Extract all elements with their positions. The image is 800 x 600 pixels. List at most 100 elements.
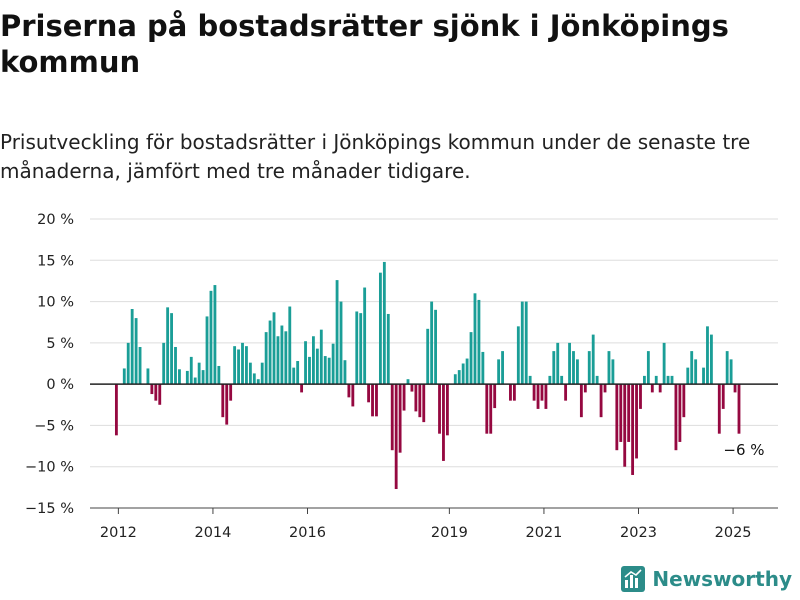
bar [273,312,276,384]
bar [560,376,563,384]
bar [312,336,315,384]
bar [414,384,417,411]
bar [399,384,402,453]
bar [580,384,583,417]
bar [233,346,236,384]
bar [722,384,725,409]
bar [284,331,287,384]
bar [371,384,374,416]
bar [478,300,481,384]
bar [206,316,209,384]
bar [277,336,280,384]
bar [588,351,591,384]
bar [332,344,335,384]
bar [147,368,150,384]
bar [123,368,126,384]
bar [316,349,319,385]
bar [615,384,618,450]
x-tick-label: 2021 [525,525,562,541]
bar [253,373,256,384]
bar [501,351,504,384]
bar [296,361,299,384]
y-tick-label: −15 % [25,501,74,517]
bar [604,384,607,392]
bar [690,351,693,384]
last-value-annotation: −6 % [723,441,764,459]
x-tick-label: 2023 [620,525,657,541]
bar [355,311,358,384]
bar [288,307,291,385]
bar [466,359,469,385]
bar [115,384,118,435]
bar [391,384,394,450]
bar [718,384,721,434]
bar [600,384,603,417]
bar [584,384,587,392]
bar [552,351,555,384]
bar [418,384,421,417]
bar [213,285,216,384]
bar [162,343,165,384]
bar [521,302,524,385]
bar [434,310,437,384]
bar [517,326,520,384]
bar [442,384,445,461]
y-tick-label: 10 % [37,295,74,311]
bar [135,318,138,384]
bar [470,332,473,384]
bar [686,368,689,385]
bar [619,384,622,442]
bar [611,359,614,384]
bar [663,343,666,384]
bar [249,363,252,384]
x-axis-labels: 2012 2014 2016 2019 2021 2023 2025 [100,508,752,541]
bar [576,359,579,384]
bar [178,369,181,384]
bar [139,347,142,384]
bar [454,374,457,384]
bar [533,384,536,401]
bar [422,384,425,422]
bar [730,359,733,384]
bar [127,343,130,384]
bar [367,384,370,402]
bar [328,358,331,384]
bar [241,343,244,384]
bar [647,351,650,384]
bar [336,280,339,384]
bar [245,346,248,384]
bar [379,273,382,384]
bar [304,341,307,384]
bar [363,288,366,385]
bar [158,384,161,405]
bar [462,364,465,385]
bar [623,384,626,467]
bar [592,335,595,385]
bars [115,262,740,489]
bar [292,368,295,385]
bar [194,378,197,385]
bar [237,349,240,384]
bar [340,302,343,385]
bar [426,329,429,384]
bar [458,370,461,384]
y-tick-label: 15 % [37,253,74,269]
bar [643,376,646,384]
bar [166,307,169,384]
bar [308,357,311,384]
bar [217,366,220,384]
bar [541,384,544,401]
bar [537,384,540,409]
bar [383,262,386,384]
bar [667,376,670,384]
bar [497,359,500,384]
bar [174,347,177,384]
bar [481,352,484,384]
bar [387,314,390,384]
bar [261,363,264,384]
bar [682,384,685,417]
bar [738,384,741,434]
bar [509,384,512,401]
bar [556,343,559,384]
bar [229,384,232,401]
